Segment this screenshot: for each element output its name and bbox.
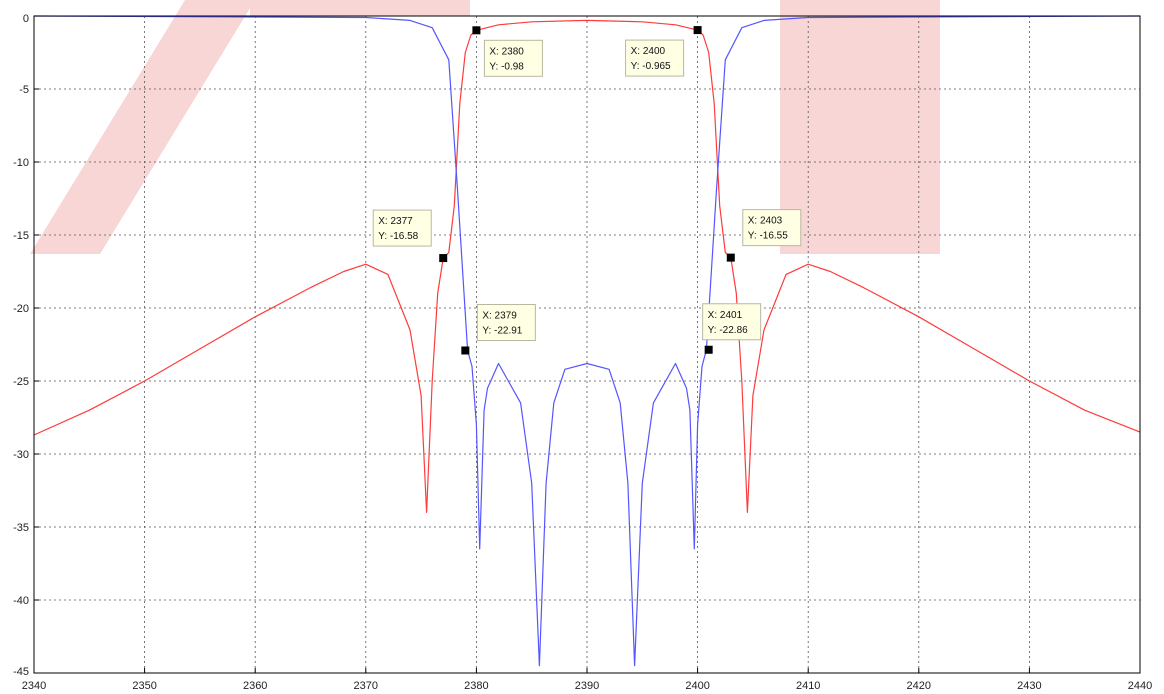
x-tick-label: 2410: [796, 680, 820, 692]
data-marker: [726, 253, 735, 262]
datatip-box: [476, 303, 536, 341]
datatip-y-label: Y: -0.98: [489, 61, 524, 72]
x-tick-label: 2430: [1017, 680, 1041, 692]
data-marker: [472, 26, 481, 35]
datatip-y-label: Y: -22.86: [708, 325, 748, 336]
datatip-x-label: X: 2401: [708, 310, 743, 321]
datatip-box: [625, 39, 685, 77]
x-tick-label: 2370: [354, 680, 378, 692]
x-tick-label: 2380: [464, 680, 488, 692]
y-tick-label: -15: [13, 230, 29, 242]
watermark-top: [250, 0, 470, 16]
x-tick-label: 2390: [575, 680, 599, 692]
y-tick-label: -30: [13, 449, 29, 461]
datatip-y-label: Y: -0.965: [631, 61, 671, 72]
datatip-y-label: Y: -16.58: [378, 231, 418, 242]
x-tick-label: 2400: [685, 680, 709, 692]
plot-frame: [33, 15, 1141, 674]
datatip-x-label: X: 2380: [489, 46, 524, 57]
datatip-box: [483, 39, 543, 77]
datatip-x-label: X: 2379: [482, 310, 517, 321]
data-marker: [704, 345, 713, 354]
y-tick-labels: 0 -5 -10 -15 -20 -25 -30 -35 -40 -45: [13, 13, 29, 678]
y-tick-label: -45: [13, 666, 29, 678]
datatip-x-label: X: 2400: [631, 46, 666, 57]
y-tick-label: -40: [13, 595, 29, 607]
watermark-bar-right: [820, 0, 940, 254]
x-tick-label: 2420: [907, 680, 931, 692]
grid: [33, 15, 1141, 674]
annotations: X: 2380 Y: -0.98 X: 2400 Y: -0.965 X: 2377 Y:…: [372, 26, 802, 355]
watermark-stroke: [30, 0, 255, 254]
x-tick-label: 2350: [132, 680, 156, 692]
datatip-box: [702, 303, 762, 341]
watermark-bar-left: [780, 0, 825, 254]
watermark-logo: [30, 0, 940, 254]
y-tick-label: -5: [19, 84, 29, 96]
datatip-y-label: Y: -22.91: [482, 325, 522, 336]
datatip-box: [372, 209, 432, 247]
y-tick-label: 0: [23, 13, 29, 25]
y-tick-label: -25: [13, 376, 29, 388]
x-tick-labels: 2340 2350 2360 2370 2380 2390 2400 2410 2420 2430…: [22, 680, 1152, 692]
series-line-2: [33, 15, 1141, 667]
data-marker: [693, 26, 702, 35]
datatip-box: [742, 209, 802, 247]
y-tick-label: -35: [13, 522, 29, 534]
datatip-x-label: X: 2403: [748, 216, 783, 227]
y-tick-label: -10: [13, 157, 29, 169]
y-tick-label: -20: [13, 303, 29, 315]
datatip-x-label: X: 2377: [378, 216, 413, 227]
data-marker: [439, 254, 448, 263]
datatip-y-label: Y: -16.55: [748, 231, 788, 242]
x-tick-label: 2360: [243, 680, 267, 692]
data-marker: [461, 346, 470, 355]
series-lines: [33, 15, 1141, 667]
x-tick-label: 2340: [22, 680, 46, 692]
series-line-1: [33, 19, 1141, 514]
x-tick-label: 2440: [1128, 680, 1152, 692]
